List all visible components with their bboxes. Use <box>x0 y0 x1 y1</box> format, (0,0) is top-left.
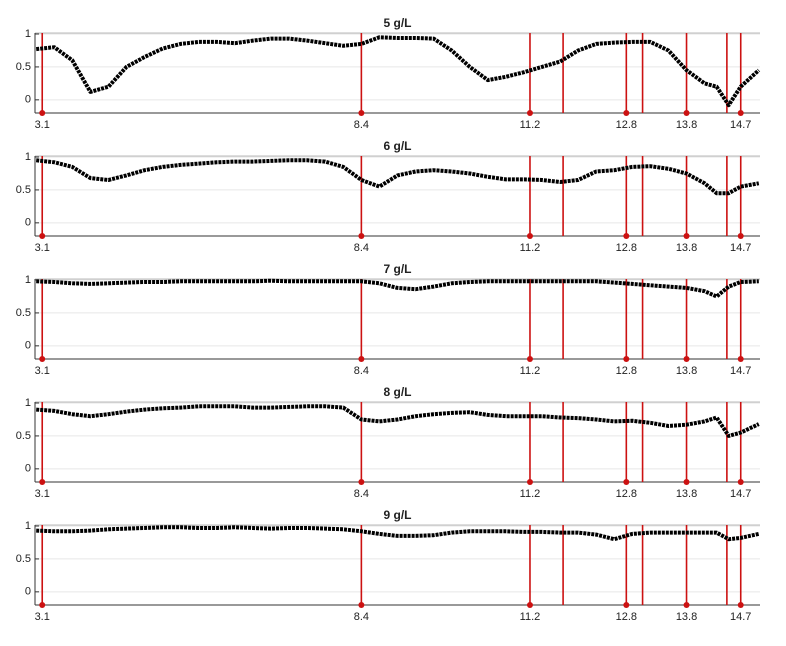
y-tick-label: 1 <box>25 274 31 286</box>
x-tick-label: 11.2 <box>520 488 541 500</box>
y-tick-label: 0 <box>25 340 31 352</box>
x-tick-label: 8.4 <box>354 365 369 377</box>
x-tick-dot <box>737 602 744 608</box>
y-tick-label: 0.5 <box>16 553 31 565</box>
x-tick-dot <box>358 110 365 116</box>
y-tick-label: 0.5 <box>16 184 31 196</box>
x-tick-dot <box>623 110 630 116</box>
x-tick-dot <box>737 479 744 485</box>
x-tick-label: 14.7 <box>730 119 751 131</box>
x-tick-label: 14.7 <box>730 365 751 377</box>
x-tick-dot <box>623 479 630 485</box>
x-tick-dot <box>358 233 365 239</box>
x-tick-label: 3.1 <box>35 488 50 500</box>
chart-title: 5 g/L <box>383 16 411 30</box>
x-tick-label: 8.4 <box>354 611 369 623</box>
x-tick-dot <box>358 356 365 362</box>
x-tick-dot <box>526 602 533 608</box>
y-tick-label: 0 <box>25 94 31 106</box>
data-line <box>36 404 760 438</box>
x-tick-label: 13.8 <box>676 242 697 254</box>
x-tick-dot <box>526 110 533 116</box>
x-tick-label: 13.8 <box>676 365 697 377</box>
x-tick-dot <box>683 356 690 362</box>
chart-title: 7 g/L <box>383 262 411 276</box>
x-tick-dot <box>526 233 533 239</box>
x-tick-label: 11.2 <box>520 365 541 377</box>
x-tick-label: 8.4 <box>354 119 369 131</box>
y-tick-label: 0 <box>25 217 31 229</box>
x-tick-dot <box>39 356 46 362</box>
x-tick-label: 14.7 <box>730 611 751 623</box>
x-tick-label: 12.8 <box>616 488 637 500</box>
x-tick-dot <box>683 602 690 608</box>
x-tick-label: 13.8 <box>676 611 697 623</box>
x-tick-dot <box>683 110 690 116</box>
x-tick-label: 3.1 <box>35 242 50 254</box>
x-tick-label: 8.4 <box>354 242 369 254</box>
x-tick-label: 13.8 <box>676 119 697 131</box>
x-tick-label: 8.4 <box>354 488 369 500</box>
x-tick-dot <box>737 356 744 362</box>
chart-title: 8 g/L <box>383 385 411 399</box>
x-tick-label: 3.1 <box>35 611 50 623</box>
x-tick-label: 13.8 <box>676 488 697 500</box>
x-tick-dot <box>39 233 46 239</box>
x-tick-label: 12.8 <box>616 365 637 377</box>
y-tick-label: 0 <box>25 463 31 475</box>
x-tick-dot <box>526 356 533 362</box>
x-tick-dot <box>39 602 46 608</box>
y-tick-label: 0 <box>25 586 31 598</box>
y-tick-label: 1 <box>25 28 31 40</box>
y-tick-label: 1 <box>25 520 31 532</box>
x-tick-dot <box>737 233 744 239</box>
x-tick-label: 14.7 <box>730 242 751 254</box>
data-line <box>35 158 760 196</box>
x-tick-label: 11.2 <box>520 242 541 254</box>
x-tick-dot <box>526 479 533 485</box>
data-line <box>36 525 760 542</box>
x-tick-dot <box>39 110 46 116</box>
y-tick-label: 1 <box>25 151 31 163</box>
x-tick-label: 12.8 <box>616 611 637 623</box>
chart-title: 6 g/L <box>383 139 411 153</box>
x-tick-dot <box>623 602 630 608</box>
data-line <box>35 35 761 108</box>
x-tick-label: 3.1 <box>35 365 50 377</box>
x-tick-label: 11.2 <box>520 119 541 131</box>
data-line <box>36 278 759 299</box>
x-tick-label: 11.2 <box>520 611 541 623</box>
x-tick-label: 12.8 <box>616 242 637 254</box>
y-tick-label: 0.5 <box>16 307 31 319</box>
x-tick-dot <box>623 356 630 362</box>
x-tick-dot <box>39 479 46 485</box>
y-tick-label: 1 <box>25 397 31 409</box>
y-tick-label: 0.5 <box>16 430 31 442</box>
x-tick-dot <box>683 479 690 485</box>
chart-title: 9 g/L <box>383 508 411 522</box>
y-tick-label: 0.5 <box>16 61 31 73</box>
x-tick-label: 3.1 <box>35 119 50 131</box>
x-tick-dot <box>683 233 690 239</box>
x-tick-dot <box>737 110 744 116</box>
x-tick-dot <box>623 233 630 239</box>
x-tick-label: 14.7 <box>730 488 751 500</box>
x-tick-dot <box>358 602 365 608</box>
x-tick-dot <box>358 479 365 485</box>
x-tick-label: 12.8 <box>616 119 637 131</box>
